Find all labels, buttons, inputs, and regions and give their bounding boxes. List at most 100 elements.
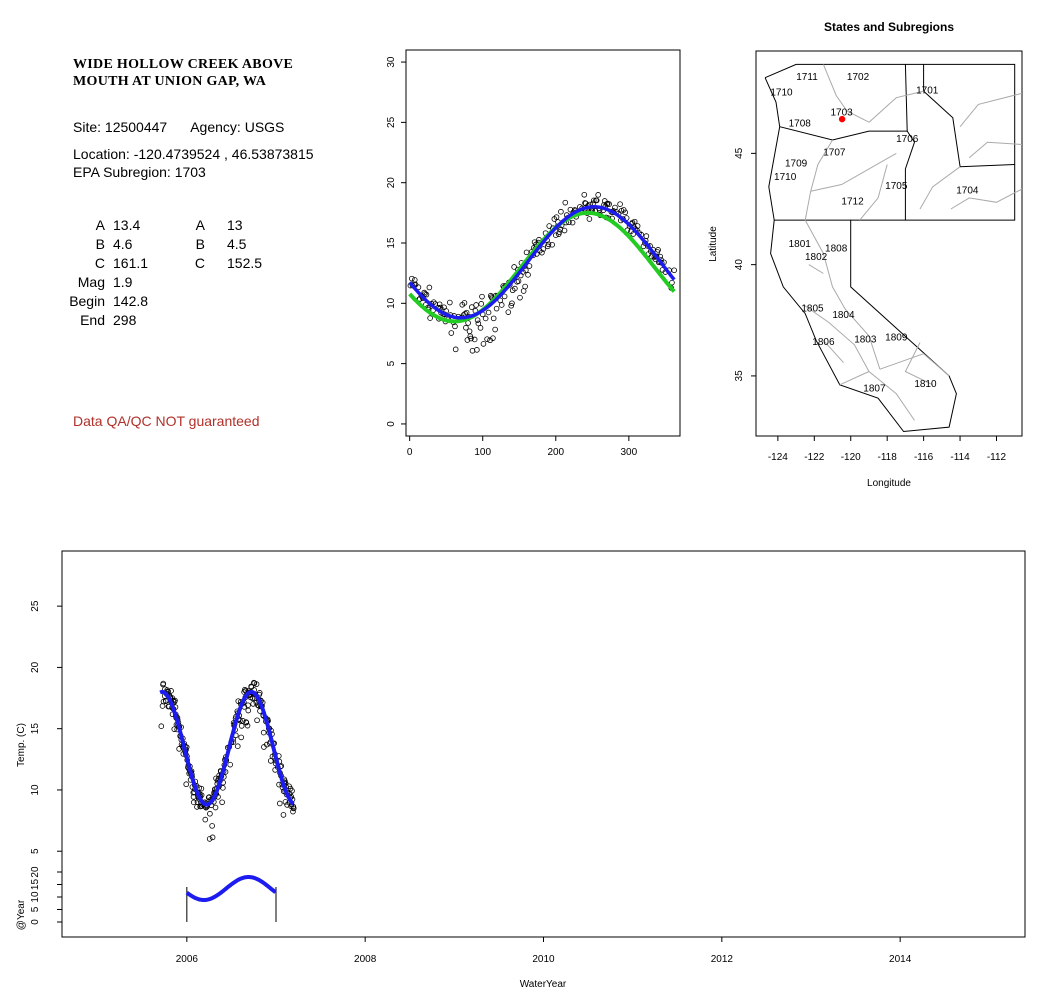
region-label: 1805: [801, 303, 824, 314]
seasonal-point: [447, 299, 453, 306]
map-xlabel: Longitude: [867, 478, 911, 489]
region-label: 1703: [831, 108, 854, 119]
ts-point: [159, 703, 166, 709]
subregion-boundary: [803, 304, 915, 421]
seasonal-point: [482, 315, 489, 322]
param-label: Begin: [69, 293, 105, 309]
ts-point: [212, 804, 219, 811]
ts-x-tick-label: 2014: [889, 954, 912, 965]
ts-point: [289, 788, 295, 794]
subregion-boundary: [919, 166, 961, 210]
ts-y2-tick-label: 0: [30, 919, 41, 925]
seasonal-point: [426, 284, 433, 291]
ts-point: [264, 741, 270, 748]
seasonal-point: [423, 291, 430, 298]
seasonal-point: [427, 315, 433, 321]
ts-point: [244, 722, 251, 729]
map-x-tick-label: -124: [768, 452, 788, 463]
seasonal-y-tick-label: 30: [386, 56, 397, 68]
param-label: A: [95, 217, 105, 233]
ts-point: [158, 723, 165, 730]
ts-point: [227, 761, 233, 768]
ts-point: [260, 729, 267, 736]
param-label: C: [94, 255, 105, 271]
seasonal-point: [515, 278, 522, 284]
seasonal-chart: 0 100 200 300 0 5 10 15 20 25 30: [386, 49, 681, 458]
seasonal-point: [643, 233, 650, 239]
param-value: 1.9: [113, 274, 133, 290]
param-value2: 4.5: [227, 236, 247, 252]
map-y-tick-label: 45: [734, 147, 745, 159]
seasonal-point: [493, 305, 500, 312]
region-label: 1704: [956, 185, 979, 196]
subregion-boundary: [968, 141, 1023, 159]
ts-point: [234, 743, 241, 749]
ts-point: [242, 686, 248, 693]
ts-point: [219, 799, 225, 806]
ts-point: [253, 681, 260, 687]
param-value: 161.1: [113, 255, 149, 271]
seasonal-y-tick-label: 25: [386, 116, 397, 128]
region-label: 1809: [885, 332, 908, 343]
seasonal-x-tick-label: 200: [547, 447, 564, 458]
seasonal-x-tick-label: 100: [474, 447, 491, 458]
ts-point: [172, 697, 178, 704]
ts-y-tick-label: 5: [30, 848, 41, 854]
seasonal-point: [475, 320, 482, 327]
param-value2: 13: [227, 217, 243, 233]
ts-point: [245, 707, 252, 714]
annual-curve: [185, 875, 277, 902]
state-border-wa-or: [779, 64, 908, 141]
seasonal-point: [485, 309, 492, 316]
region-label: 1711: [796, 72, 818, 83]
ts-ylabel2: @Year: [16, 899, 27, 930]
seasonal-point: [508, 302, 515, 309]
ts-point: [238, 734, 244, 741]
seasonal-point: [473, 302, 479, 308]
subregion-boundary: [804, 219, 881, 370]
seasonal-point: [492, 326, 498, 333]
subregion-boundary: [959, 92, 1023, 128]
ts-y2-tick-label: 15: [30, 879, 41, 891]
site-title-line2: MOUTH AT UNION GAP, WA: [73, 74, 267, 89]
ts-point: [250, 701, 256, 707]
seasonal-point: [586, 216, 593, 222]
region-label: 1701: [916, 85, 939, 96]
region-label: 1705: [885, 181, 908, 192]
region-label: 1708: [789, 119, 812, 130]
ts-ylabel: Temp. (C): [16, 723, 27, 767]
region-label: 1807: [863, 383, 886, 394]
seasonal-point: [640, 243, 647, 250]
seasonal-point: [501, 293, 508, 300]
seasonal-y-tick-label: 15: [386, 237, 397, 249]
seasonal-point: [480, 341, 487, 347]
ts-point: [209, 834, 216, 841]
seasonal-y-tick-label: 20: [386, 177, 397, 189]
ts-point: [280, 812, 287, 818]
state-border-id-mt: [923, 64, 1015, 168]
seasonal-point: [593, 197, 600, 204]
ts-point: [245, 702, 251, 709]
seasonal-point: [471, 336, 478, 343]
qa-note: Data QA/QC NOT guaranteed: [73, 413, 260, 429]
seasonal-point: [409, 275, 415, 282]
ts-point: [240, 718, 246, 724]
subregion-boundary: [804, 139, 833, 221]
ts-y-tick-label: 25: [30, 600, 41, 612]
seasonal-point: [461, 300, 468, 306]
seasonal-point: [539, 249, 545, 256]
site-id: 12500447: [104, 119, 168, 135]
map-x-tick-label: -114: [950, 452, 970, 463]
ts-x-tick-label: 2012: [711, 954, 734, 965]
ts-point: [290, 805, 297, 812]
ts-point: [183, 781, 190, 788]
timeseries-chart: WaterYear Temp. (C) @Year 2006 2008 2010 20…: [16, 550, 1026, 990]
region-label: 1806: [812, 337, 835, 348]
seasonal-x-tick-label: 300: [621, 447, 638, 458]
seasonal-point: [479, 293, 485, 300]
agency: USGS: [244, 119, 285, 135]
param-value: 298: [113, 312, 137, 328]
seasonal-point: [553, 214, 560, 220]
seasonal-point: [569, 219, 576, 226]
subregion-boundary: [879, 353, 950, 377]
